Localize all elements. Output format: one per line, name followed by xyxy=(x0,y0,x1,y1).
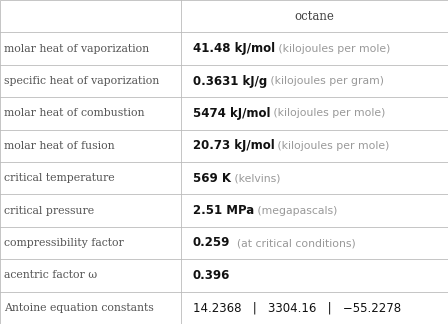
Text: molar heat of vaporization: molar heat of vaporization xyxy=(4,44,150,53)
Text: (kelvins): (kelvins) xyxy=(231,173,280,183)
Text: compressibility factor: compressibility factor xyxy=(4,238,124,248)
Text: 569 K: 569 K xyxy=(193,172,231,185)
Text: (at critical conditions): (at critical conditions) xyxy=(230,238,356,248)
Text: critical pressure: critical pressure xyxy=(4,206,95,215)
Text: 5474 kJ/mol: 5474 kJ/mol xyxy=(193,107,270,120)
Text: octane: octane xyxy=(295,10,335,23)
Text: 14.2368   |   3304.16   |   −55.2278: 14.2368 | 3304.16 | −55.2278 xyxy=(193,301,401,314)
Text: 0.396: 0.396 xyxy=(193,269,230,282)
Text: 2.51 MPa: 2.51 MPa xyxy=(193,204,254,217)
Text: 0.3631 kJ/g: 0.3631 kJ/g xyxy=(193,75,267,87)
Text: (kilojoules per mole): (kilojoules per mole) xyxy=(275,44,390,53)
Text: (kilojoules per gram): (kilojoules per gram) xyxy=(267,76,384,86)
Text: 20.73 kJ/mol: 20.73 kJ/mol xyxy=(193,139,274,152)
Text: specific heat of vaporization: specific heat of vaporization xyxy=(4,76,160,86)
Text: molar heat of combustion: molar heat of combustion xyxy=(4,109,145,118)
Text: acentric factor ω: acentric factor ω xyxy=(4,271,98,280)
Text: (kilojoules per mole): (kilojoules per mole) xyxy=(270,109,386,118)
Text: (kilojoules per mole): (kilojoules per mole) xyxy=(274,141,390,151)
Text: Antoine equation constants: Antoine equation constants xyxy=(4,303,154,313)
Text: (megapascals): (megapascals) xyxy=(254,206,337,215)
Text: critical temperature: critical temperature xyxy=(4,173,115,183)
Text: 0.259: 0.259 xyxy=(193,237,230,249)
Text: molar heat of fusion: molar heat of fusion xyxy=(4,141,115,151)
Text: 41.48 kJ/mol: 41.48 kJ/mol xyxy=(193,42,275,55)
